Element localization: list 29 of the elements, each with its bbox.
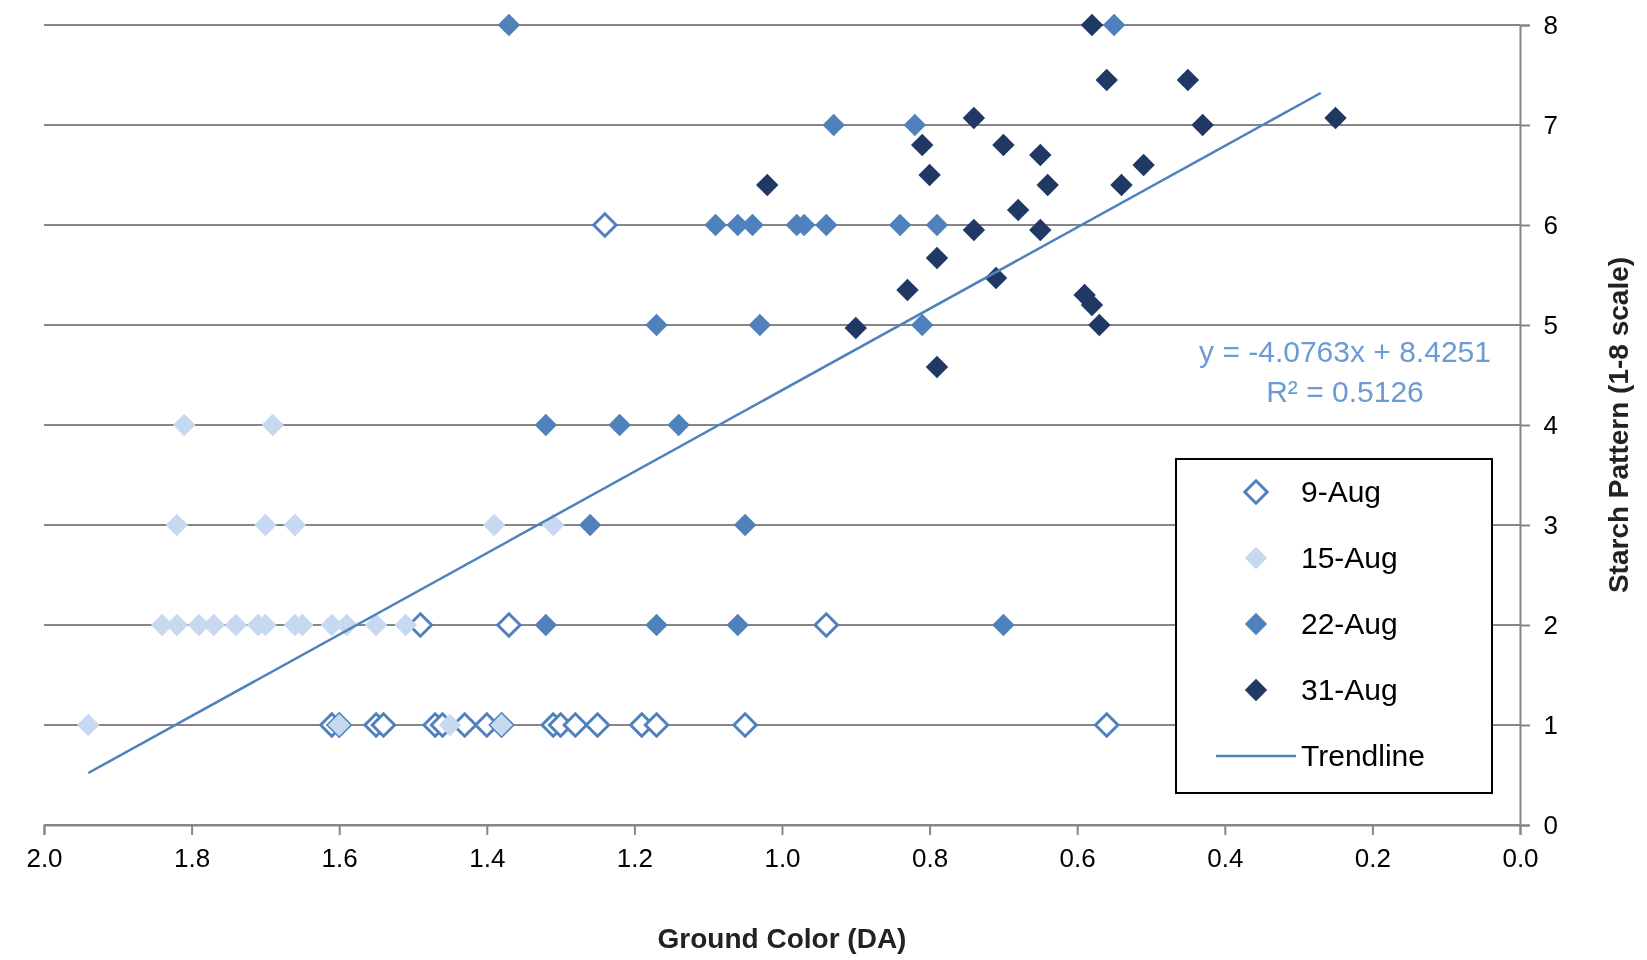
y-tick-label: 4 bbox=[1543, 409, 1558, 440]
y-tick-label: 1 bbox=[1543, 709, 1558, 740]
y-tick-label: 3 bbox=[1543, 509, 1558, 540]
x-tick-label: 1.8 bbox=[174, 842, 211, 873]
x-tick-label: 0.8 bbox=[912, 842, 949, 873]
y-tick-label: 5 bbox=[1543, 309, 1558, 340]
y-tick-label: 6 bbox=[1543, 209, 1558, 240]
x-tick-label: 0.4 bbox=[1207, 842, 1244, 873]
annotation: R² = 0.5126 bbox=[1266, 375, 1424, 408]
y-tick-label: 8 bbox=[1543, 9, 1558, 40]
x-tick-label: 0.6 bbox=[1059, 842, 1096, 873]
legend-label: 31-Aug bbox=[1301, 673, 1398, 706]
y-tick-label: 2 bbox=[1543, 609, 1558, 640]
x-tick-label: 1.6 bbox=[321, 842, 358, 873]
x-axis-title: Ground Color (DA) bbox=[657, 923, 907, 954]
x-tick-label: 0.2 bbox=[1354, 842, 1391, 873]
x-tick-label: 1.0 bbox=[764, 842, 801, 873]
y-tick-label: 7 bbox=[1543, 109, 1558, 140]
x-tick-label: 2.0 bbox=[26, 842, 63, 873]
legend-label: 9-Aug bbox=[1301, 475, 1382, 508]
x-tick-label: 1.2 bbox=[616, 842, 653, 873]
y-tick-label: 0 bbox=[1543, 809, 1558, 840]
x-tick-label: 0.0 bbox=[1502, 842, 1539, 873]
annotation: y = -4.0763x + 8.4251 bbox=[1199, 335, 1491, 368]
legend-label: 15-Aug bbox=[1301, 541, 1398, 574]
legend-label: 22-Aug bbox=[1301, 607, 1398, 640]
y-axis-title: Starch Pattern (1-8 scale) bbox=[1603, 256, 1634, 594]
x-tick-label: 1.4 bbox=[469, 842, 506, 873]
legend-label: Trendline bbox=[1301, 739, 1425, 772]
